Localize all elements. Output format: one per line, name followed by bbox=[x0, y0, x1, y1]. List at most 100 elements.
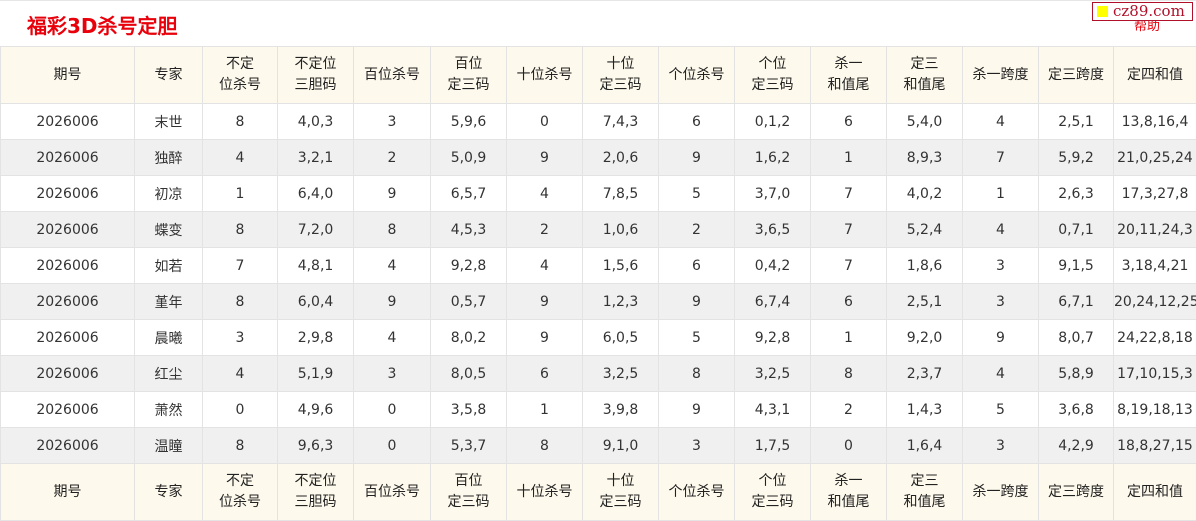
table-cell: 8 bbox=[202, 283, 278, 320]
table-cell: 2,5,1 bbox=[886, 283, 963, 320]
table-cell: 晨曦 bbox=[134, 319, 203, 356]
table-cell: 6,4,0 bbox=[277, 175, 354, 212]
table-cell: 2026006 bbox=[0, 391, 135, 428]
table-cell: 9 bbox=[506, 319, 583, 356]
table-cell: 2026006 bbox=[0, 319, 135, 356]
column-header: 十位 定三码 bbox=[582, 463, 659, 521]
table-cell: 8 bbox=[202, 211, 278, 248]
column-header: 杀一 和值尾 bbox=[810, 46, 887, 104]
table-cell: 7 bbox=[202, 247, 278, 284]
column-header-label: 不定 bbox=[226, 56, 254, 72]
table-cell: 8,0,7 bbox=[1038, 319, 1114, 356]
column-header: 十位 定三码 bbox=[582, 46, 659, 104]
table-cell: 0,1,2 bbox=[734, 103, 811, 140]
table-cell: 6 bbox=[658, 247, 735, 284]
column-header-label: 定三码 bbox=[447, 494, 490, 510]
column-header-label: 百位杀号 bbox=[364, 66, 420, 83]
column-header-label: 定四和值 bbox=[1127, 483, 1183, 500]
table-cell: 4,3,1 bbox=[734, 391, 811, 428]
table-cell: 3,2,5 bbox=[582, 355, 659, 392]
table-cell: 8,19,18,13 bbox=[1113, 391, 1196, 428]
table-cell: 蝶变 bbox=[134, 211, 203, 248]
column-header: 个位 定三码 bbox=[734, 463, 811, 521]
table-cell: 9 bbox=[962, 319, 1039, 356]
table-cell: 9,2,8 bbox=[734, 319, 811, 356]
column-header-label: 杀一跨度 bbox=[972, 66, 1029, 83]
table-cell: 6 bbox=[810, 283, 887, 320]
table-cell: 5,4,0 bbox=[886, 103, 963, 140]
table-cell: 6,0,5 bbox=[582, 319, 659, 356]
table-cell: 3 bbox=[962, 427, 1039, 464]
column-header-label: 十位 bbox=[606, 473, 635, 489]
table-cell: 8 bbox=[810, 355, 887, 392]
table-cell: 1 bbox=[810, 139, 887, 176]
table-cell: 9 bbox=[506, 139, 583, 176]
table-cell: 5 bbox=[658, 319, 735, 356]
table-cell: 3,7,0 bbox=[734, 175, 811, 212]
column-header-label: 十位杀号 bbox=[516, 483, 573, 500]
column-header-label: 三胆码 bbox=[294, 77, 337, 93]
column-header-label: 定三码 bbox=[447, 77, 490, 93]
column-header-label: 杀一 bbox=[834, 56, 863, 72]
table-cell: 4,9,6 bbox=[277, 391, 354, 428]
table-cell: 3 bbox=[353, 355, 431, 392]
table-cell: 3 bbox=[202, 319, 278, 356]
table-cell: 1 bbox=[810, 319, 887, 356]
table-cell: 9 bbox=[658, 283, 735, 320]
table-cell: 6 bbox=[810, 103, 887, 140]
table-cell: 6,7,4 bbox=[734, 283, 811, 320]
column-header-label: 专家 bbox=[154, 483, 183, 500]
column-header: 杀一跨度 bbox=[962, 46, 1039, 104]
help-link[interactable]: 帮助 bbox=[1133, 19, 1160, 34]
table-cell: 1,8,6 bbox=[886, 247, 963, 284]
table-cell: 2026006 bbox=[0, 355, 135, 392]
column-header-label: 百位 bbox=[454, 473, 483, 489]
table-cell: 20,24,12,25 bbox=[1113, 283, 1196, 320]
table-cell: 2026006 bbox=[0, 175, 135, 212]
table-cell: 3 bbox=[658, 427, 735, 464]
column-header: 期号 bbox=[0, 463, 135, 521]
table-cell: 3,2,5 bbox=[734, 355, 811, 392]
table-cell: 5,9,6 bbox=[430, 103, 507, 140]
column-header-label: 杀一跨度 bbox=[972, 483, 1029, 500]
table-cell: 3,18,4,21 bbox=[1113, 247, 1196, 284]
table-cell: 红尘 bbox=[134, 355, 203, 392]
table-cell: 独醉 bbox=[134, 139, 203, 176]
table-cell: 7,2,0 bbox=[277, 211, 354, 248]
table-row: 2026006 蝶变 8 7,2,0 8 4,5,3 2 1,0,6 2 3,6,5 7 5,2,4 4… bbox=[0, 211, 1196, 248]
yellow-square-icon bbox=[1097, 6, 1108, 17]
table-cell: 0 bbox=[506, 103, 583, 140]
column-header-label: 定三码 bbox=[599, 494, 642, 510]
table-cell: 3 bbox=[353, 103, 431, 140]
column-header-label: 和值尾 bbox=[827, 494, 870, 510]
table-cell: 7,8,5 bbox=[582, 175, 659, 212]
column-header: 杀一跨度 bbox=[962, 463, 1039, 521]
table-cell: 1,6,4 bbox=[886, 427, 963, 464]
column-header-label: 位杀号 bbox=[219, 494, 261, 510]
column-header-label: 和值尾 bbox=[903, 77, 946, 93]
table-row: 2026006 红尘 4 5,1,9 3 8,0,5 6 3,2,5 8 3,2,5 8 2,3,7 4… bbox=[0, 355, 1196, 392]
column-header-label: 和值尾 bbox=[903, 494, 946, 510]
table-cell: 5,0,9 bbox=[430, 139, 507, 176]
table-cell: 7 bbox=[810, 211, 887, 248]
table-cell: 1,2,3 bbox=[582, 283, 659, 320]
column-header-label: 不定位 bbox=[294, 56, 337, 72]
table-cell: 2,0,6 bbox=[582, 139, 659, 176]
table-cell: 4 bbox=[353, 319, 431, 356]
table-cell: 4,8,1 bbox=[277, 247, 354, 284]
column-header: 百位杀号 bbox=[353, 46, 431, 104]
table-cell: 2026006 bbox=[0, 139, 135, 176]
column-header: 个位 定三码 bbox=[734, 46, 811, 104]
table-cell: 9 bbox=[353, 175, 431, 212]
table-cell: 堇年 bbox=[134, 283, 203, 320]
table-cell: 8 bbox=[353, 211, 431, 248]
table-cell: 4,0,3 bbox=[277, 103, 354, 140]
column-header-label: 定四和值 bbox=[1127, 66, 1183, 83]
table-row: 2026006 堇年 8 6,0,4 9 0,5,7 9 1,2,3 9 6,7,4 6 2,5,1 3… bbox=[0, 283, 1196, 320]
table-cell: 6 bbox=[506, 355, 583, 392]
table-cell: 2 bbox=[353, 139, 431, 176]
table-cell: 13,8,16,4 bbox=[1113, 103, 1196, 140]
kill-number-table: 期号 专家 不定 位杀号 不定位 三胆码 百位杀号 百位 定三码 十位杀号 十位 定三码 个位杀号 个位定… bbox=[0, 46, 1196, 521]
column-header-label: 杀一 bbox=[834, 473, 863, 489]
table-cell: 4 bbox=[506, 247, 583, 284]
